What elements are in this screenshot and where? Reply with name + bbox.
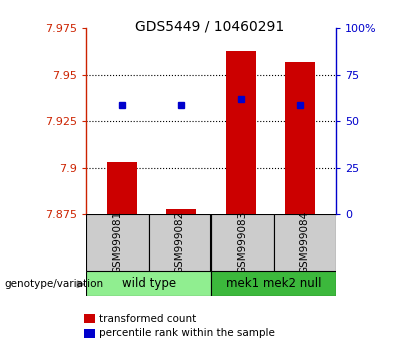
Bar: [211, 271, 336, 296]
Bar: [86, 271, 211, 296]
Bar: [226, 51, 256, 214]
Text: mek1 mek2 null: mek1 mek2 null: [226, 277, 321, 290]
Bar: [166, 209, 196, 214]
Bar: [149, 214, 211, 271]
Text: transformed count: transformed count: [99, 314, 196, 324]
Bar: [84, 314, 94, 323]
Bar: [84, 329, 94, 338]
Text: GSM999083: GSM999083: [237, 211, 247, 274]
Text: GSM999084: GSM999084: [300, 211, 310, 274]
Text: percentile rank within the sample: percentile rank within the sample: [99, 329, 275, 338]
Text: wild type: wild type: [121, 277, 176, 290]
Bar: [286, 62, 315, 214]
Bar: [86, 214, 149, 271]
Bar: [273, 214, 336, 271]
Text: GSM999081: GSM999081: [112, 211, 122, 274]
Bar: [211, 214, 273, 271]
Text: genotype/variation: genotype/variation: [4, 279, 103, 289]
Text: GDS5449 / 10460291: GDS5449 / 10460291: [135, 19, 285, 34]
Text: GSM999082: GSM999082: [175, 211, 185, 274]
Bar: [107, 162, 136, 214]
